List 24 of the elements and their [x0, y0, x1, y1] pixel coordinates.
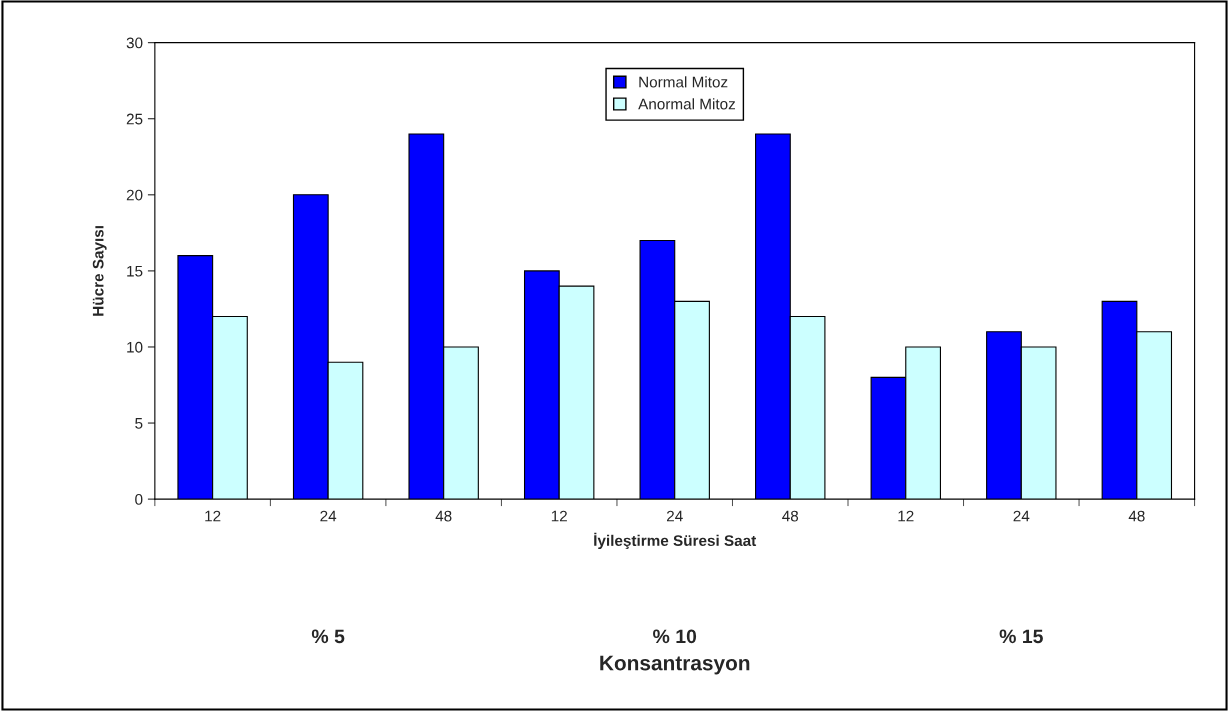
- legend-label: Normal Mitoz: [639, 76, 728, 88]
- y-tick-label: 30: [126, 37, 143, 49]
- y-tick-label: 10: [127, 341, 143, 353]
- y-tick-label: 25: [126, 113, 143, 125]
- text: % 15: [999, 629, 1043, 644]
- x-tick-label: 12: [551, 510, 567, 522]
- x-tick-label: 24: [666, 510, 683, 522]
- y-axis-title: Hücre Sayısı: [92, 226, 107, 316]
- x-tick-label: 12: [898, 510, 914, 522]
- y-tick-label: 15: [127, 265, 143, 277]
- x-tick-label: 12: [205, 510, 221, 522]
- text: % 5: [311, 629, 345, 644]
- text: % 10: [653, 629, 697, 644]
- y-tick-label: 5: [135, 418, 143, 429]
- x-axis-title: İyileştirme Süresi Saat: [594, 532, 757, 550]
- x-tick-label: 24: [1013, 510, 1030, 522]
- x-tick-label: 48: [435, 510, 452, 522]
- x-tick-label: 24: [320, 510, 337, 522]
- y-tick-label: 20: [126, 189, 143, 201]
- text: Konsantrasyon: [600, 655, 750, 675]
- x-tick-label: 48: [1128, 510, 1145, 522]
- y-tick-label: 0: [135, 493, 143, 505]
- legend-label: Anormal Mitoz: [638, 98, 735, 110]
- x-tick-label: 48: [782, 510, 799, 522]
